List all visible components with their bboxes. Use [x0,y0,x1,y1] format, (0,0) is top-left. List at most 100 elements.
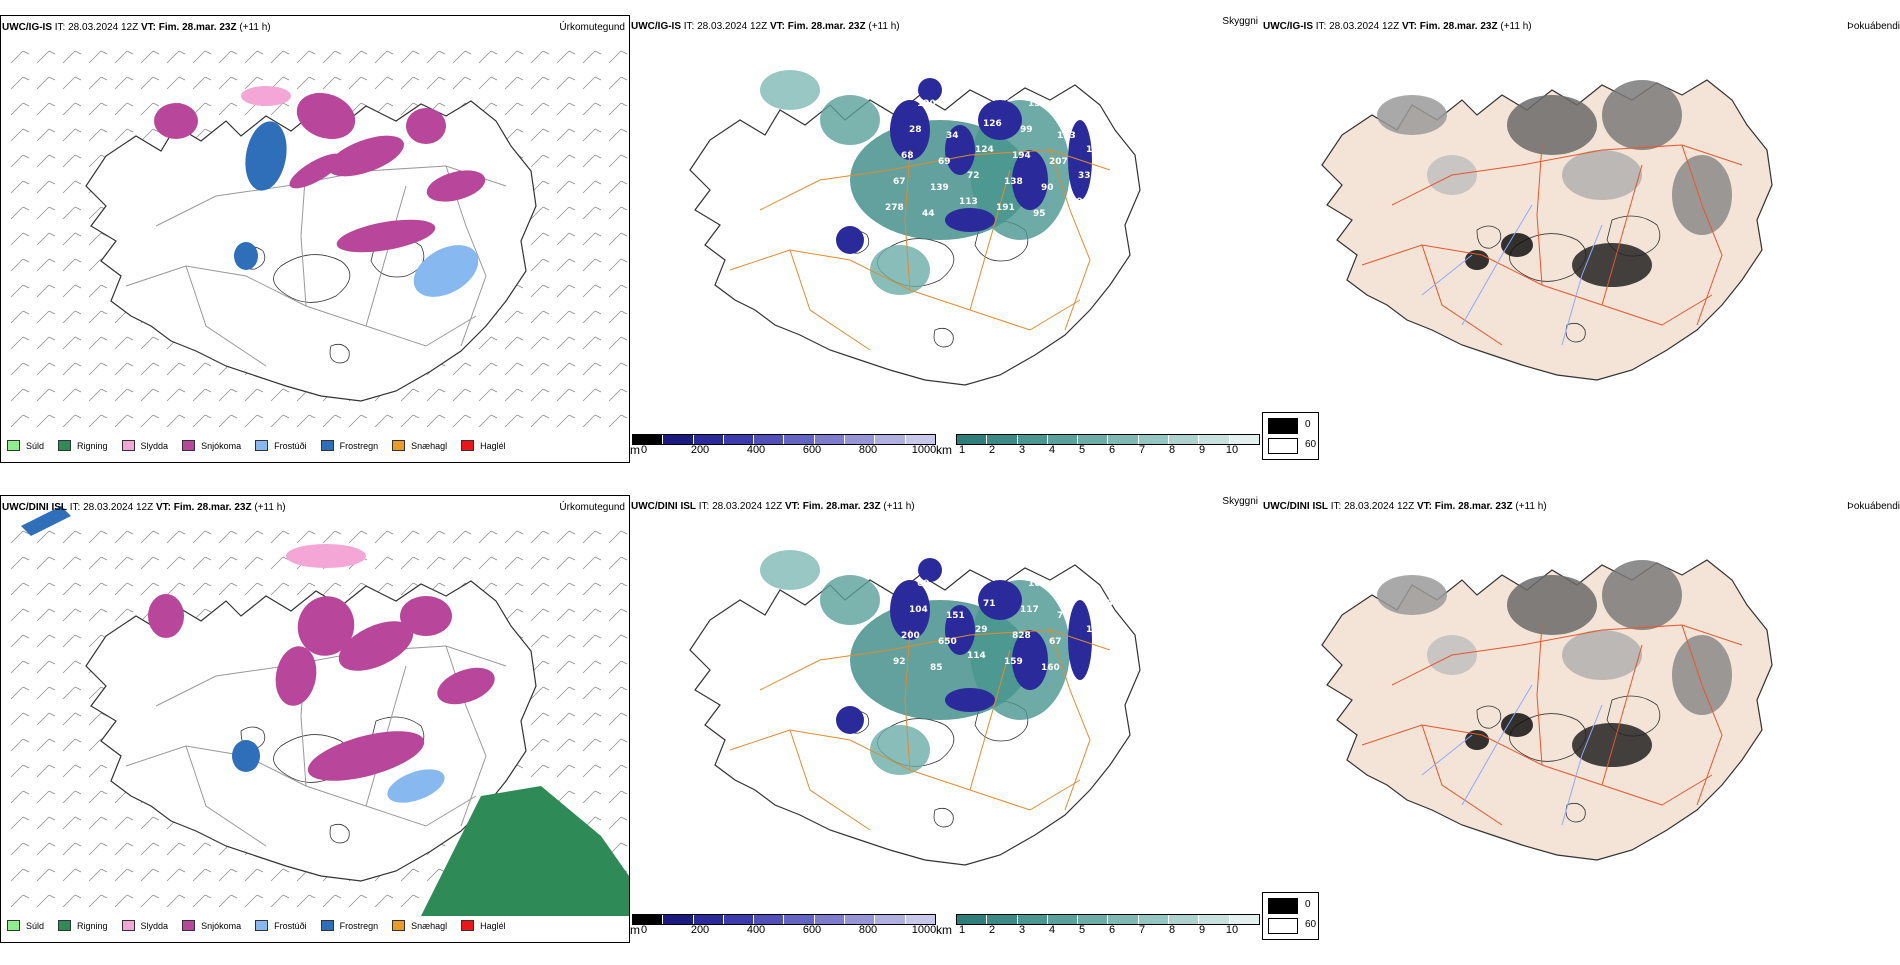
legend-item: Snæhagl [388,920,447,931]
valid-time: Fim. 28.mar. 23Z [158,22,237,33]
colorbar-bin [814,915,846,924]
wind-barb [114,414,134,428]
road-line [1536,624,1543,766]
wind-barb [114,102,134,116]
colorbar-bin [905,435,935,444]
wind-barb [582,232,602,246]
precip-area [275,646,317,706]
lead-time: (+11 h) [883,501,915,512]
wind-barb [218,582,238,596]
wind-barb [192,414,212,428]
road-line [155,645,507,707]
wind-barb [88,790,108,804]
wind-barb [530,284,550,298]
legend-item: Haglél [457,920,506,931]
terrain-height-colorbar [632,434,936,445]
legend-label: Haglél [480,920,506,931]
visibility-value: 331 [1078,171,1097,181]
wind-barb [192,388,212,402]
wind-barb [270,414,290,428]
valid-time: Fim. 28.mar. 23Z [173,502,252,513]
iceland-coastline [85,100,537,402]
wind-barb [218,102,238,116]
wind-barb [582,258,602,272]
wind-barb [218,414,238,428]
colorbar-tick: 1000 [911,444,937,456]
colorbar-bin [1169,915,1200,924]
wind-barb [556,790,576,804]
valid-time: Fim. 28.mar. 23Z [1434,501,1513,512]
colorbar-tick: 4 [1048,444,1056,456]
wind-barb [556,154,576,168]
visibility-map: 85 120 98 119 153 225 88 28 34 126 99 113 92 68 69 124 1… [689,70,1141,386]
wind-barb [504,556,524,570]
wind-barb [192,868,212,882]
wind-barb [374,894,394,908]
wind-barb [608,102,628,116]
wind-barb [10,414,30,428]
precip-map [10,506,629,916]
wind-barb [244,868,264,882]
visibility-value: 828 [1012,631,1031,641]
fog-map [1321,559,1773,861]
colorbar-bin [693,915,724,924]
legend-item: Frostregn [317,920,378,931]
colorbar-bin [1108,915,1139,924]
visibility-value: 225 [1065,105,1084,115]
colorbar-tick: 1 [958,924,966,936]
variable-name: Skyggni [1222,496,1258,507]
init-label: IT: [1330,501,1342,512]
wind-barb [296,50,316,64]
precip-area [400,596,452,636]
wind-barb [166,842,186,856]
wind-barb [608,284,628,298]
wind-barb [244,556,264,570]
colorbar-bin [845,915,876,924]
precip-area [297,596,355,656]
wind-barb [192,842,212,856]
wind-barb [36,712,56,726]
road-line [155,165,507,227]
wind-barb [88,414,108,428]
wind-barb [10,868,30,882]
wind-barb [166,50,186,64]
visibility-area [820,575,880,625]
visibility-value: 88 [1102,93,1115,103]
wind-barb [608,556,628,570]
wind-barb [62,634,82,648]
wind-barb [296,76,316,90]
wind-barb [530,712,550,726]
wind-barb [192,530,212,544]
wind-barb [582,284,602,298]
terrain-height-area [918,78,942,102]
wind-barb [556,414,576,428]
wind-barb [62,128,82,142]
wind-barb [452,530,472,544]
wind-barb [36,206,56,220]
wind-barb [10,102,30,116]
glacier-outline [1509,713,1587,762]
wind-barb [62,232,82,246]
colorbar-bin [1017,435,1048,444]
wind-barb [62,608,82,622]
visibility-value: 85 [880,93,893,103]
wind-barb [556,232,576,246]
valid-time: Fim. 28.mar. 23Z [1419,21,1498,32]
valid-label: VT: [140,22,156,33]
terrain-height-area [890,100,930,160]
wind-barb [114,128,134,142]
wind-barb [114,50,134,64]
wind-barb [478,336,498,350]
wind-barb [36,738,56,752]
fog-indicator-panel: UWC/DINI ISL IT: 28.03.2024 12Z VT: Fim.… [1262,495,1900,965]
wind-barb [36,128,56,142]
wind-barb [218,868,238,882]
wind-barb [582,414,602,428]
road-line [1601,644,1643,786]
visibility-value: 28 [909,125,922,135]
colorbar-tick: 400 [746,924,766,936]
visibility-value: 99 [1020,125,1033,135]
fog-indicator-area [1602,80,1682,150]
variable-name: Skyggni [1222,16,1258,27]
wind-barb [62,816,82,830]
